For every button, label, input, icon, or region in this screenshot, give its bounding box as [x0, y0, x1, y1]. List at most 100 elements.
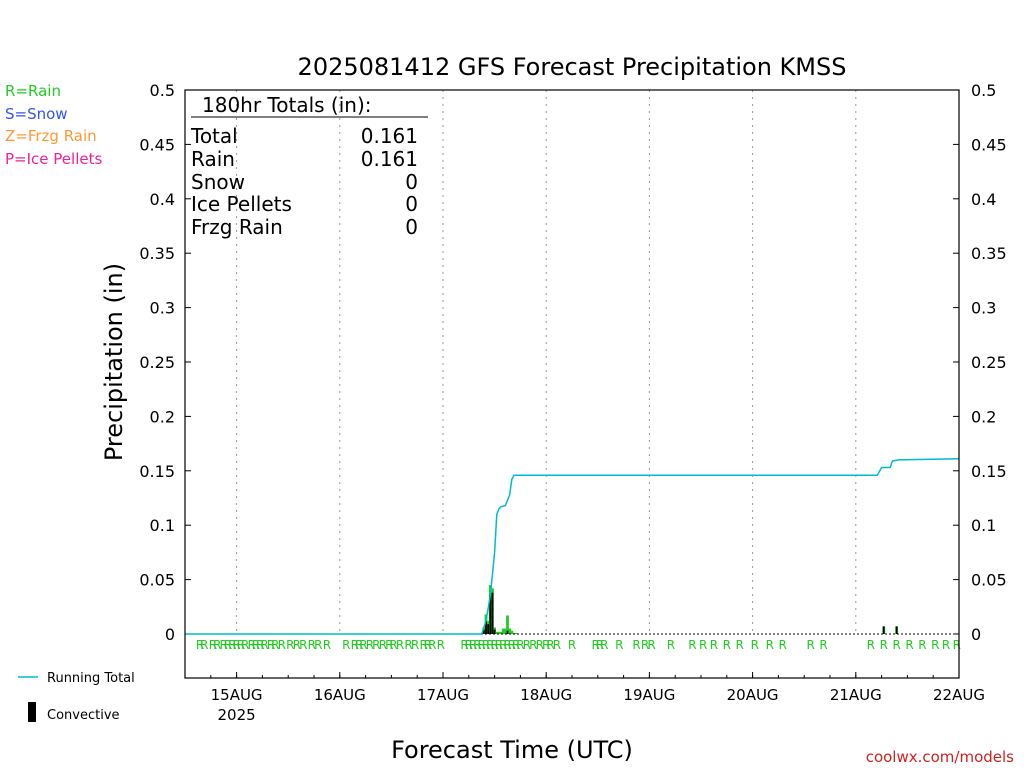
- totals-label-ice-pellets: Ice Pellets: [191, 192, 292, 216]
- y-tick-label: 0.35: [139, 244, 175, 263]
- x-tick-sublabel: 2025: [218, 706, 256, 724]
- precip-type-mark: R: [529, 638, 537, 652]
- y-tick-label: 0.1: [971, 516, 996, 535]
- precip-type-mark: R: [806, 638, 814, 652]
- y-tick-label: 0.15: [971, 462, 1007, 481]
- y-tick-label: 0.25: [139, 353, 175, 372]
- precip-type-mark: R: [867, 638, 875, 652]
- rain-bars: [482, 585, 899, 634]
- precip-type-mark: R: [615, 638, 623, 652]
- x-tick-label: 21AUG: [830, 686, 882, 704]
- x-tick-label: 15AUG: [211, 686, 263, 704]
- y-tick-label: 0: [971, 625, 981, 644]
- precip-type-mark: R: [209, 638, 217, 652]
- y-tick-label: 0.3: [971, 299, 996, 318]
- legend-freezing-rain: Z=Frzg Rain: [5, 127, 97, 145]
- precip-type-mark: R: [260, 638, 268, 652]
- rain-bar: [514, 632, 518, 634]
- precip-type-mark: R: [359, 638, 367, 652]
- precip-type-mark: R: [542, 638, 550, 652]
- precip-type-mark: R: [473, 638, 481, 652]
- precip-type-mark: R: [379, 638, 387, 652]
- convective-bar: [485, 620, 487, 634]
- precip-type-mark: R: [465, 638, 473, 652]
- precip-type-mark: R: [385, 638, 393, 652]
- totals-label-total: Total: [190, 124, 238, 148]
- precip-type-mark: R: [355, 638, 363, 652]
- legend-snow: S=Snow: [5, 105, 68, 123]
- totals-label-frzg-rain: Frzg Rain: [191, 215, 283, 239]
- precip-type-mark: R: [688, 638, 696, 652]
- precip-type-mark: R: [411, 638, 419, 652]
- precip-type-mark: R: [323, 638, 331, 652]
- precip-type-mark: R: [568, 638, 576, 652]
- precip-type-mark: R: [596, 638, 604, 652]
- precip-type-mark: R: [366, 638, 374, 652]
- precip-type-mark: R: [220, 638, 228, 652]
- precip-type-mark: R: [256, 638, 264, 652]
- y-tick-label: 0.15: [139, 462, 175, 481]
- y-tick-label: 0.35: [971, 244, 1007, 263]
- y-tick-label: 0.45: [139, 135, 175, 154]
- precip-type-mark: R: [553, 638, 561, 652]
- totals-header: 180hr Totals (in):: [202, 93, 372, 117]
- precip-type-mark: R: [512, 638, 520, 652]
- y-tick-label: 0.2: [971, 407, 996, 426]
- precip-type-mark: R: [460, 638, 468, 652]
- y-ticks-right: 0 0.05 0.1 0.15 0.2 0.25 0.3 0.35 0.4 0.45 0.5: [953, 81, 1007, 644]
- totals-value-snow: 0: [405, 170, 418, 194]
- y-tick-label: 0.45: [971, 135, 1007, 154]
- credit-text: coolwx.com/models: [866, 748, 1014, 766]
- precip-type-mark: R: [942, 638, 950, 652]
- precip-type-mark: R: [308, 638, 316, 652]
- x-axis-label: Forecast Time (UTC): [391, 736, 633, 764]
- totals-label-snow: Snow: [191, 170, 245, 194]
- precip-type-mark: R: [247, 638, 255, 652]
- precip-type-mark: R: [647, 638, 655, 652]
- precip-type-mark: R: [905, 638, 913, 652]
- convective-bar: [491, 592, 494, 634]
- y-tick-label: 0.4: [150, 190, 175, 209]
- x-tick-label: 20AUG: [727, 686, 779, 704]
- totals-value-frzg-rain: 0: [405, 215, 418, 239]
- precip-type-mark: R: [424, 638, 432, 652]
- precip-type-mark: R: [314, 638, 322, 652]
- precip-type-mark: R: [723, 638, 731, 652]
- precip-type-mark: R: [437, 638, 445, 652]
- convective-bars: [482, 592, 898, 634]
- precip-type-mark: R: [591, 638, 599, 652]
- precip-type-mark: R: [766, 638, 774, 652]
- rain-bar: [506, 615, 509, 634]
- precip-type-mark: R: [241, 638, 249, 652]
- precip-type-mark: R: [819, 638, 827, 652]
- rain-bar: [508, 628, 512, 634]
- precip-type-mark: R: [351, 638, 359, 652]
- convective-bar: [882, 626, 885, 634]
- precip-type-mark: R: [736, 638, 744, 652]
- precip-type-mark: R: [490, 638, 498, 652]
- precip-type-mark: R: [404, 638, 412, 652]
- plot-frame: [184, 89, 960, 679]
- y-tick-label: 0.3: [150, 299, 175, 318]
- precip-type-mark: R: [486, 638, 494, 652]
- totals-value-ice-pellets: 0: [405, 192, 418, 216]
- totals-label-rain: Rain: [191, 147, 235, 171]
- x-tick-label: 22AUG: [933, 686, 985, 704]
- rain-bar: [503, 628, 507, 634]
- rain-bar: [495, 631, 499, 634]
- chart-title: 2025081412 GFS Forecast Precipitation KM…: [298, 53, 847, 81]
- ptype-legend: R=Rain S=Snow Z=Frzg Rain P=Ice Pellets: [5, 82, 102, 168]
- precip-type-mark: R: [880, 638, 888, 652]
- precip-type-mark: R: [710, 638, 718, 652]
- convective-bar: [506, 630, 509, 634]
- convective-bar: [482, 629, 485, 634]
- rain-bar: [499, 631, 503, 634]
- precip-type-mark: R: [278, 638, 286, 652]
- precip-type-mark: R: [252, 638, 260, 652]
- precip-type-mark: R: [228, 638, 236, 652]
- totals-box: 180hr Totals (in): Total 0.161 Rain 0.16…: [190, 93, 428, 239]
- precip-type-mark: R: [667, 638, 675, 652]
- totals-value-rain: 0.161: [361, 147, 418, 171]
